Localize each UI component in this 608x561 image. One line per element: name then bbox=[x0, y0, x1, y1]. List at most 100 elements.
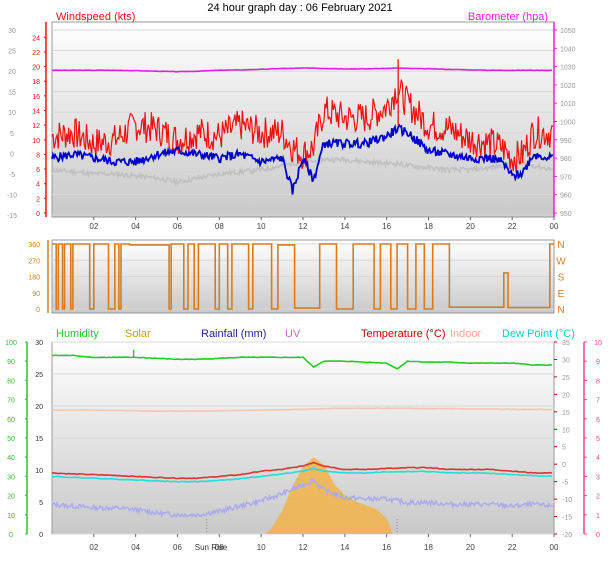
humidity-tick: 20 bbox=[7, 494, 15, 501]
wind-average-series bbox=[51, 123, 554, 195]
uv-tick: 4 bbox=[596, 455, 600, 462]
temp-tick: 10 bbox=[562, 427, 570, 434]
compass-tick: N bbox=[557, 305, 564, 316]
winddir-grid bbox=[52, 243, 554, 310]
humidity-tick: 100 bbox=[5, 340, 17, 347]
wind-left-grey-ticks: 30 25 20 15 10 5 0 -5 -10 -15 bbox=[7, 28, 17, 220]
humidity-tick: 50 bbox=[7, 436, 15, 443]
temp-tick: 5 bbox=[562, 445, 566, 452]
uv-tick: 3 bbox=[596, 474, 600, 481]
barometer-tick: 960 bbox=[560, 193, 572, 200]
x-tick-label: 10 bbox=[257, 222, 266, 231]
windspeed-series bbox=[51, 79, 554, 173]
uv-tick: 2 bbox=[596, 494, 600, 501]
windspeed-tick: 18 bbox=[32, 79, 40, 86]
temp-tick: -20 bbox=[562, 532, 572, 539]
x-tick-label: 00 bbox=[550, 222, 559, 231]
sunrise-label: Sun Rise bbox=[195, 543, 228, 552]
x-tick-label: 14 bbox=[340, 222, 349, 231]
uv-tick: 6 bbox=[596, 417, 600, 424]
rain-tick: 0 bbox=[39, 532, 43, 539]
windspeed-tick: 20 bbox=[32, 65, 40, 72]
x-tick-label: 16 bbox=[382, 543, 391, 552]
temp-tick: -10 bbox=[562, 497, 572, 504]
wind-baro-panel: Windspeed (kts) Barometer (hpa) 30252015… bbox=[7, 11, 576, 231]
temp-tick: -15 bbox=[562, 515, 572, 522]
windspeed-tick: 6 bbox=[36, 167, 40, 174]
rain-left-ticks: 30 25 20 15 10 5 0 bbox=[35, 340, 43, 539]
temp-tick: 15 bbox=[562, 410, 570, 417]
compass-tick: S bbox=[558, 273, 565, 284]
uv-tick: 8 bbox=[596, 378, 600, 385]
windspeed-label: Windspeed (kts) bbox=[56, 11, 135, 23]
x-tick-label: 06 bbox=[173, 543, 182, 552]
wind-grey-tick: -10 bbox=[7, 192, 17, 199]
barometer-series bbox=[51, 67, 552, 73]
temp-humidity-panel: Humidity Solar Rainfall (mm) UV Temperature … bbox=[5, 328, 602, 552]
uv-tick: 10 bbox=[594, 340, 602, 347]
barometer-tick: 1040 bbox=[560, 46, 576, 53]
compass-tick: N bbox=[557, 240, 564, 251]
temp-panel-legend: Humidity Solar Rainfall (mm) UV Temperature … bbox=[56, 328, 575, 340]
humidity-tick: 40 bbox=[7, 455, 15, 462]
temp-panel-series bbox=[51, 349, 554, 534]
windspeed-tick: 0 bbox=[36, 211, 40, 218]
temp-tick: 30 bbox=[562, 357, 570, 364]
temp-tick: 35 bbox=[562, 340, 570, 347]
rain-tick: 5 bbox=[39, 500, 43, 507]
x-tick-label: 10 bbox=[257, 543, 266, 552]
temp-x-ticks: 02 04 06 08 10 12 14 16 18 20 22 00 bbox=[89, 534, 559, 552]
rain-tick: 20 bbox=[35, 404, 43, 411]
compass-tick: E bbox=[558, 289, 565, 300]
x-tick-label: 22 bbox=[508, 543, 517, 552]
temp-tick: 0 bbox=[562, 462, 566, 469]
humidity-tick: 10 bbox=[7, 513, 15, 520]
uv-tick: 0 bbox=[596, 532, 600, 539]
windspeed-tick: 12 bbox=[32, 123, 40, 130]
rain-tick: 15 bbox=[35, 436, 43, 443]
barometer-tick: 990 bbox=[560, 138, 572, 145]
winddir-tick: 360 bbox=[28, 242, 40, 249]
barometer-tick: 950 bbox=[560, 211, 572, 218]
legend-entry: Humidity bbox=[56, 328, 99, 340]
barometer-label: Barometer (hpa) bbox=[468, 11, 548, 23]
legend-entry: Indoor bbox=[450, 328, 482, 340]
rain-tick: 25 bbox=[35, 372, 43, 379]
solar-area bbox=[265, 457, 393, 534]
windspeed-tick: 2 bbox=[36, 196, 40, 203]
humidity-tick: 70 bbox=[7, 398, 15, 405]
winddir-tick: 270 bbox=[28, 258, 40, 265]
x-tick-label: 20 bbox=[466, 222, 475, 231]
barometer-tick: 1000 bbox=[560, 120, 576, 127]
rain-tick: 10 bbox=[35, 468, 43, 475]
windspeed-tick: 24 bbox=[32, 35, 40, 42]
uv-tick: 7 bbox=[596, 398, 600, 405]
legend-entry: Rainfall (mm) bbox=[201, 328, 266, 340]
windspeed-tick: 4 bbox=[36, 182, 40, 189]
winddir-series bbox=[52, 243, 554, 310]
humidity-tick: 60 bbox=[7, 417, 15, 424]
humidity-tick: 90 bbox=[7, 359, 15, 366]
x-tick-label: 18 bbox=[424, 222, 433, 231]
windspeed-tick: 8 bbox=[36, 152, 40, 159]
x-tick-label: 08 bbox=[215, 222, 224, 231]
lavender-series bbox=[51, 477, 554, 519]
wind-grey-tick: 25 bbox=[8, 49, 16, 56]
barometer-tick: 1020 bbox=[560, 83, 576, 90]
x-tick-label: 14 bbox=[340, 543, 349, 552]
wind-grey-tick: -15 bbox=[7, 213, 17, 220]
windspeed-tick: 14 bbox=[32, 109, 40, 116]
winddir-tick: 180 bbox=[28, 275, 40, 282]
legend-entry: UV bbox=[285, 328, 301, 340]
windspeed-tick: 22 bbox=[32, 50, 40, 57]
barometer-tick: 970 bbox=[560, 174, 572, 181]
compass-tick: W bbox=[556, 256, 566, 267]
wind-panel-bg bbox=[51, 21, 555, 218]
x-tick-label: 20 bbox=[466, 543, 475, 552]
uv-tick: 9 bbox=[596, 359, 600, 366]
x-tick-label: 08 bbox=[215, 543, 224, 552]
humidity-tick: 80 bbox=[7, 378, 15, 385]
